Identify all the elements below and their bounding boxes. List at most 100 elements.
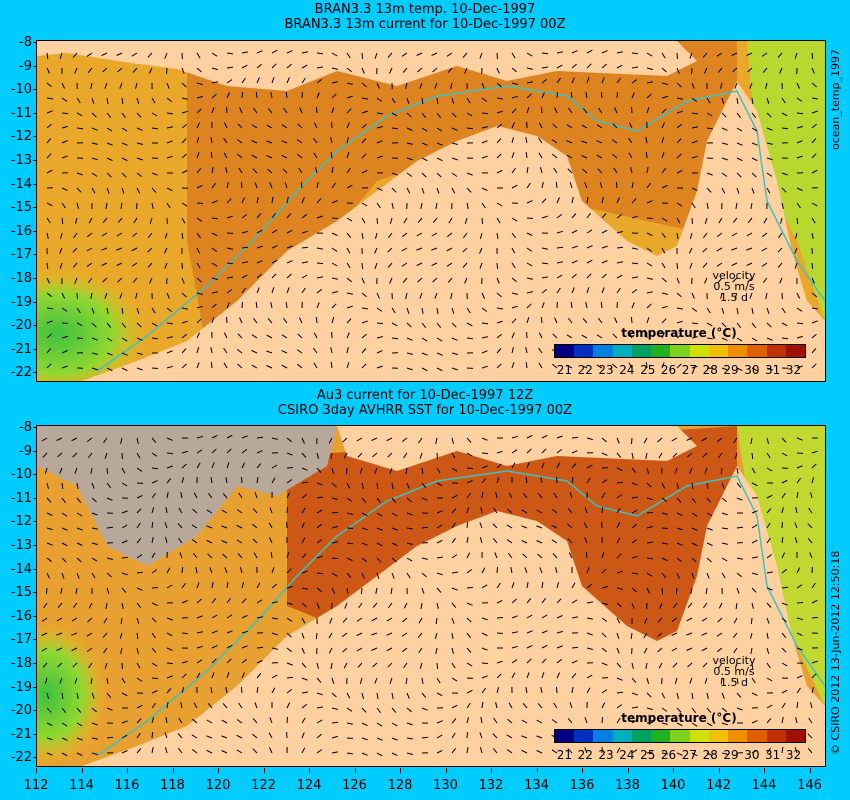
x-tick-label: 142 [706, 778, 731, 793]
x-tick-label: 114 [69, 778, 94, 793]
current-vector [616, 647, 620, 654]
current-vector [631, 288, 638, 294]
current-vector [241, 672, 245, 679]
current-vector [251, 140, 258, 144]
current-vector [346, 542, 353, 545]
current-vector [251, 350, 258, 354]
current-vector [313, 362, 318, 369]
current-vector [601, 689, 608, 694]
current-vector [387, 662, 393, 668]
bottom-y-tick [33, 639, 37, 641]
current-vector [507, 508, 513, 514]
current-vector [286, 213, 292, 219]
current-vector [121, 692, 128, 697]
current-vector [46, 307, 53, 310]
current-vector [166, 336, 174, 339]
current-vector [421, 707, 428, 711]
current-vector [436, 112, 442, 119]
current-vector [46, 232, 49, 240]
colorbar-label: 22 [577, 363, 593, 377]
top-title-line1: BRAN3.3 13m temp. 10-Dec-1997 [314, 2, 536, 17]
current-vector [796, 335, 803, 339]
current-vector [645, 452, 648, 459]
top-y-tick [33, 42, 37, 43]
current-vector [301, 553, 307, 559]
current-vector [361, 307, 368, 310]
current-vector [241, 213, 248, 219]
colorbar-label: 31 [765, 748, 781, 762]
current-vector [676, 110, 683, 114]
bottom-velocity-duration: 1.5 d [720, 676, 748, 689]
current-vector [661, 167, 666, 174]
current-vector [376, 322, 384, 325]
current-vector [86, 52, 93, 57]
current-vector [601, 568, 607, 574]
current-vector [121, 734, 128, 739]
current-vector [104, 292, 108, 299]
current-vector [421, 692, 427, 698]
current-vector [406, 172, 413, 177]
current-vector [121, 172, 127, 178]
current-vector [286, 506, 288, 514]
current-vector [256, 260, 263, 264]
current-vector [511, 247, 516, 254]
current-vector [361, 752, 368, 756]
current-vector [614, 107, 618, 114]
current-vector [164, 232, 168, 239]
current-vector [586, 617, 593, 620]
current-vector [689, 467, 693, 474]
current-vector [766, 367, 773, 371]
current-vector [616, 507, 621, 514]
current-vector [166, 155, 173, 159]
current-vector [166, 452, 174, 455]
current-vector [717, 617, 723, 623]
current-vector [331, 587, 336, 594]
current-vector [781, 202, 784, 209]
current-vector [526, 182, 531, 189]
current-vector [522, 553, 528, 559]
current-vector [691, 307, 698, 312]
current-vector [136, 157, 143, 161]
top-y-tick [33, 254, 37, 256]
current-vector [91, 557, 98, 562]
current-vector [631, 706, 638, 709]
current-vector [316, 719, 323, 724]
current-vector [556, 64, 563, 69]
current-vector [811, 477, 815, 484]
current-vector [585, 92, 588, 99]
current-vector [555, 181, 558, 189]
current-vector [733, 647, 738, 654]
bottom-y-tick-label: -14 [10, 561, 32, 577]
current-vector [387, 247, 393, 253]
current-vector [731, 262, 738, 267]
current-vector [405, 467, 408, 474]
current-vector [524, 567, 528, 574]
current-vector [612, 363, 618, 369]
current-vector [136, 142, 143, 145]
current-vector [631, 539, 638, 544]
current-vector [346, 262, 351, 269]
x-tick [809, 768, 811, 773]
current-vector [76, 187, 82, 193]
current-vector [406, 497, 412, 503]
colorbar-label: 25 [640, 363, 656, 377]
current-vector [61, 542, 68, 547]
current-vector [196, 96, 203, 99]
current-vector [646, 52, 653, 57]
current-vector [45, 587, 48, 595]
current-vector [552, 123, 558, 129]
current-vector [406, 707, 413, 713]
current-vector [706, 542, 713, 546]
current-vector [421, 97, 424, 104]
current-vector [631, 79, 638, 84]
current-vector [316, 509, 323, 514]
current-vector [720, 82, 723, 89]
current-vector [661, 247, 666, 254]
current-vector [297, 363, 303, 369]
current-vector [121, 112, 126, 119]
current-vector [359, 467, 363, 474]
current-vector [46, 527, 53, 531]
current-vector [106, 736, 114, 739]
current-vector [511, 362, 515, 369]
current-vector [751, 172, 757, 178]
